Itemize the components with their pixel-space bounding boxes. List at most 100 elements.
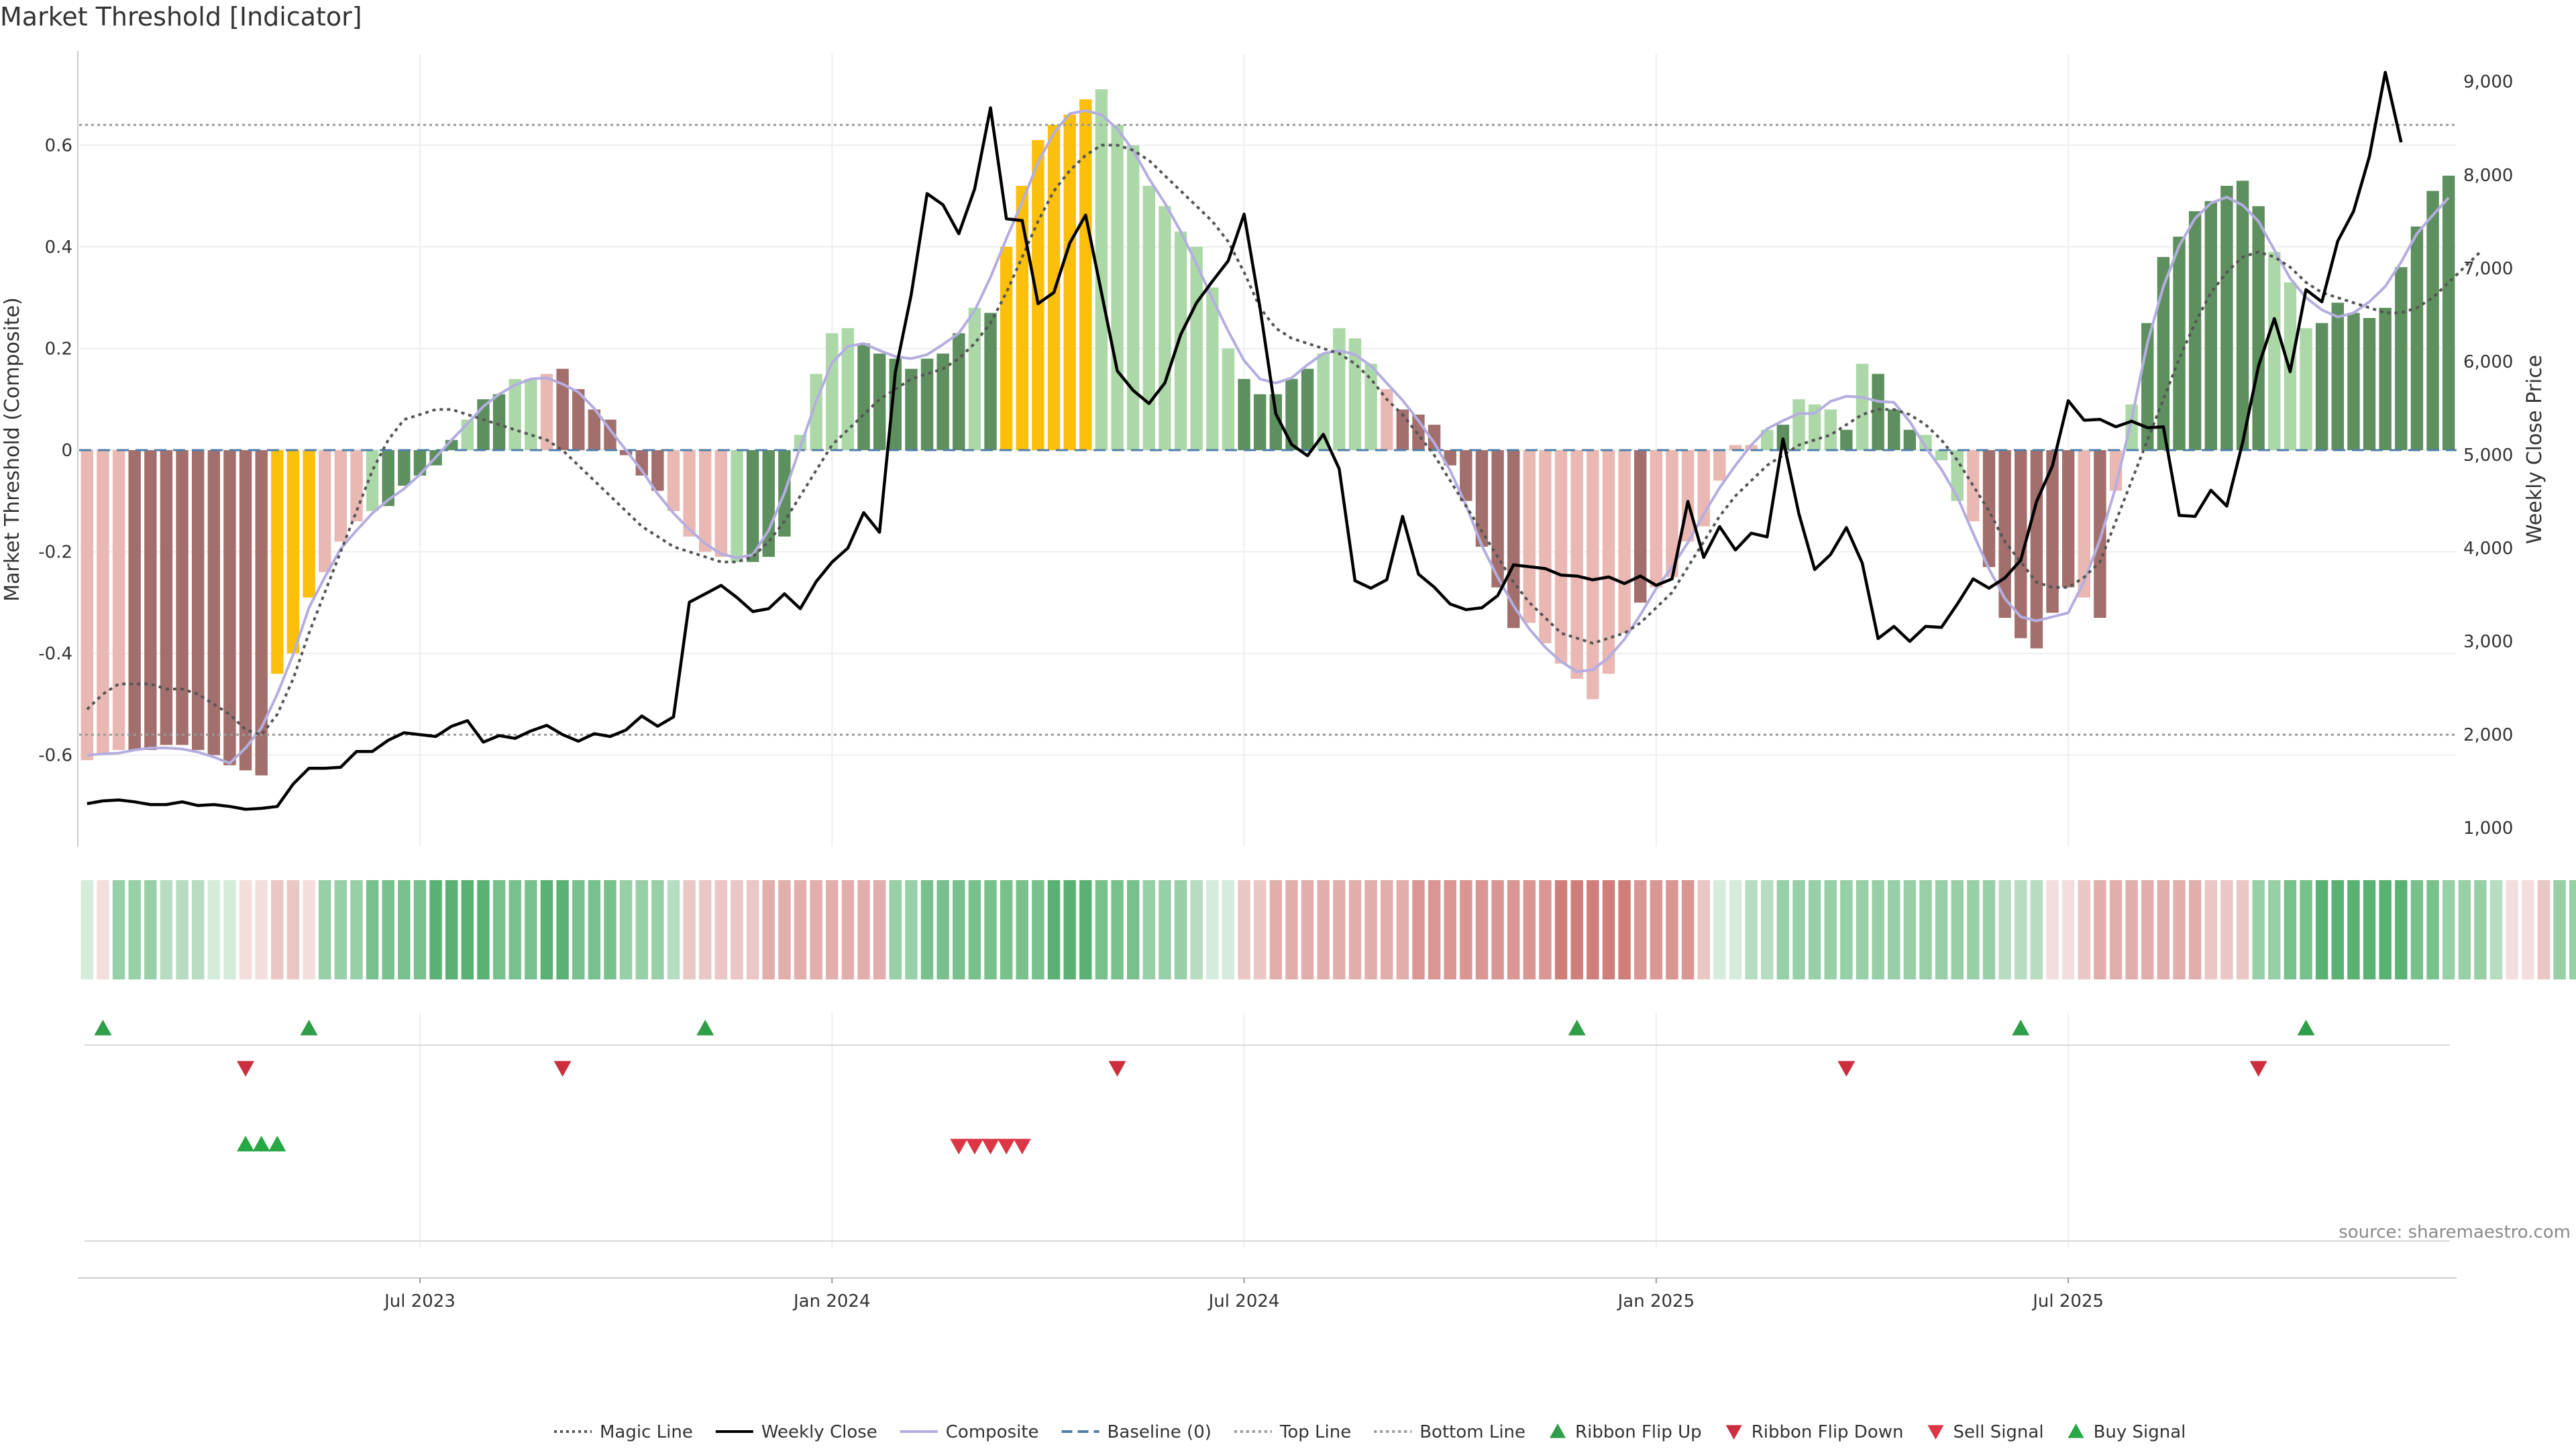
ribbon-flip-down-marker: [2249, 1061, 2267, 1077]
composite-bar: [699, 450, 712, 552]
ribbon-flip-up-marker: [1568, 1020, 1586, 1036]
composite-bar: [1126, 145, 1140, 450]
ribbon-cell: [1872, 880, 1884, 979]
composite-bar: [1222, 348, 1235, 450]
ribbon-cell: [239, 880, 252, 979]
ribbon-cell: [461, 880, 474, 979]
composite-bar: [936, 354, 949, 450]
ribbon-cell: [223, 880, 236, 979]
composite-bar: [239, 450, 252, 771]
ribbon-cell: [286, 880, 300, 979]
composite-bar: [1032, 140, 1044, 451]
ribbon-cell: [160, 880, 173, 979]
ribbon-cell: [2094, 880, 2106, 979]
ribbon-cell: [97, 880, 109, 979]
composite-bar: [540, 374, 553, 450]
ribbon-cell: [334, 880, 347, 979]
legend-item: Composite: [900, 1422, 1039, 1442]
ribbon-cell: [1000, 880, 1013, 979]
composite-bar: [2410, 226, 2424, 450]
composite-bar: [1872, 374, 1884, 450]
composite-bar: [1982, 450, 1996, 568]
x-tick-label: Jul 2024: [1208, 1291, 1280, 1311]
composite-bar: [619, 450, 633, 455]
ribbon-cell: [2489, 880, 2503, 979]
ribbon-cell: [2458, 880, 2471, 979]
composite-bar: [1634, 450, 1647, 603]
ribbon-cell: [2078, 880, 2090, 979]
sell-signal-marker: [981, 1138, 1000, 1155]
composite-bar: [1539, 450, 1552, 643]
ribbon-cell: [1523, 880, 1536, 979]
ribbon-cell: [1776, 880, 1790, 979]
ribbon-cell: [2395, 880, 2408, 979]
ribbon-flip-up-marker: [696, 1020, 714, 1036]
composite-bar: [477, 399, 490, 450]
ribbon-flip-down-marker: [1837, 1061, 1856, 1077]
ribbon-cell: [1269, 880, 1283, 979]
ribbon-cell: [1047, 880, 1061, 979]
ribbon-cell: [731, 880, 743, 979]
composite-bar: [2236, 180, 2249, 450]
left-tick-label: 0: [61, 441, 72, 461]
ribbon-flip-down-marker: [1108, 1061, 1126, 1077]
composite-bar: [984, 313, 997, 450]
ribbon-cell: [2474, 880, 2487, 979]
ribbon-cell: [1079, 880, 1092, 979]
ribbon-cell: [1396, 880, 1409, 979]
composite-bar: [1095, 89, 1108, 451]
composite-bar: [1364, 364, 1377, 450]
composite-bar: [1554, 450, 1568, 664]
x-tick-label: Jan 2024: [792, 1291, 871, 1311]
composite-bar: [746, 450, 759, 562]
ribbon-cell: [1475, 880, 1489, 979]
ribbon-cell: [1587, 880, 1599, 979]
composite-bar: [667, 450, 680, 511]
ribbon-cell: [1142, 880, 1156, 979]
ribbon-cell: [2363, 880, 2376, 979]
ribbon-cell: [572, 880, 585, 979]
ribbon-cell: [1460, 880, 1472, 979]
composite-bar: [683, 450, 696, 537]
composite-bar: [525, 378, 537, 450]
ribbon-cell: [2015, 880, 2027, 979]
composite-bar: [1190, 246, 1203, 450]
right-tick-label: 4,000: [2463, 539, 2513, 559]
composite-bar: [2157, 257, 2170, 450]
ribbon-cell: [2030, 880, 2043, 979]
ribbon-cell: [619, 880, 633, 979]
composite-bar: [1602, 450, 1615, 674]
ribbon-cell: [1491, 880, 1504, 979]
composite-bar: [2125, 404, 2138, 450]
composite-bar: [857, 343, 870, 450]
right-tick-label: 1,000: [2463, 818, 2513, 839]
ribbon-cell: [1364, 880, 1377, 979]
ribbon-cell: [2236, 880, 2249, 979]
ribbon-cell: [429, 880, 442, 979]
ribbon-cell: [2061, 880, 2075, 979]
right-axis-label: Weekly Close Price: [2523, 355, 2546, 544]
composite-bar: [2109, 450, 2123, 491]
x-tick-label: Jul 2025: [2031, 1291, 2104, 1311]
ribbon-cell: [1681, 880, 1695, 979]
composite-bar: [2252, 206, 2265, 450]
right-tick-label: 6,000: [2463, 352, 2513, 372]
composite-bar: [97, 450, 109, 755]
right-axis-ticks: 1,000 2,000 3,000 4,000 5,000 6,000 7,000 8,000…: [2463, 72, 2513, 839]
ribbon-cell: [1745, 880, 1758, 979]
ribbon-flip-down-marker: [237, 1061, 255, 1077]
composite-bar: [1206, 287, 1219, 450]
ribbon-cell: [2284, 880, 2297, 979]
ribbon-cell: [2522, 880, 2534, 979]
ribbon-cell: [1238, 880, 1250, 979]
legend-item: Top Line: [1234, 1422, 1351, 1442]
chart-title: Market Threshold [Indicator]: [0, 2, 362, 32]
legend-label: Top Line: [1279, 1422, 1351, 1442]
legend-item: Magic Line: [554, 1422, 693, 1442]
composite-bar: [2220, 186, 2233, 450]
left-tick-label: 0.4: [45, 237, 72, 258]
composite-bar: [2204, 201, 2218, 450]
composite-bar: [2094, 450, 2106, 619]
composite-bar: [492, 394, 506, 450]
composite-bar: [1840, 429, 1853, 450]
